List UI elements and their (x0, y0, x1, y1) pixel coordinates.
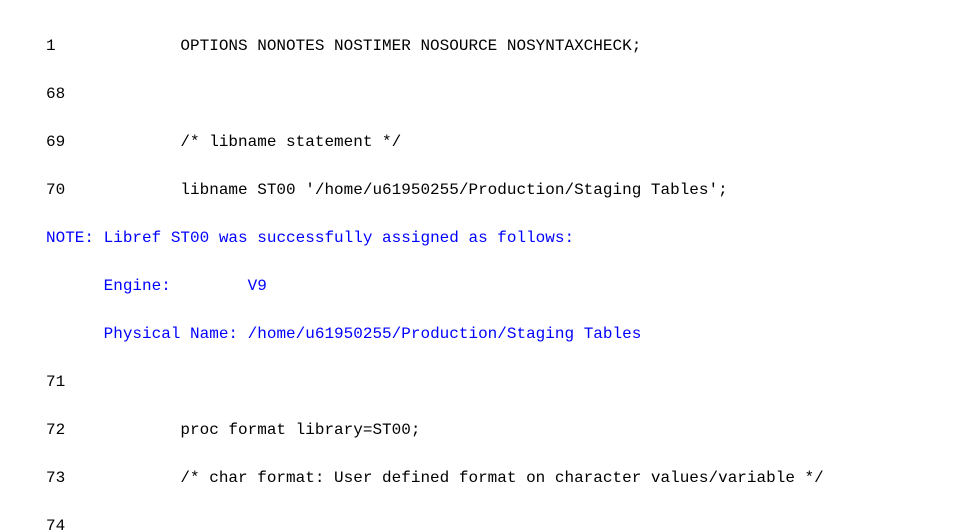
code-text: libname ST00 '/home/u61950255/Production… (94, 181, 728, 199)
note-text: Physical Name: /home/u61950255/Productio… (46, 325, 641, 343)
log-line: 1 OPTIONS NONOTES NOSTIMER NOSOURCE NOSY… (0, 34, 971, 58)
sas-log: 1 OPTIONS NONOTES NOSTIMER NOSOURCE NOSY… (0, 0, 971, 530)
note-text: Engine: V9 (46, 277, 267, 295)
log-line: 70 libname ST00 '/home/u61950255/Product… (0, 178, 971, 202)
log-line: NOTE: Libref ST00 was successfully assig… (0, 226, 971, 250)
line-number: 68 (46, 82, 94, 106)
line-number: 70 (46, 178, 94, 202)
code-text: OPTIONS NONOTES NOSTIMER NOSOURCE NOSYNT… (94, 37, 641, 55)
line-number: 71 (46, 370, 94, 394)
log-line: 69 /* libname statement */ (0, 130, 971, 154)
log-line: Engine: V9 (0, 274, 971, 298)
code-text (94, 373, 180, 391)
line-number: 72 (46, 418, 94, 442)
log-line: 72 proc format library=ST00; (0, 418, 971, 442)
log-line: 71 (0, 370, 971, 394)
code-text (94, 85, 180, 103)
line-number: 73 (46, 466, 94, 490)
log-line: 68 (0, 82, 971, 106)
line-number: 74 (46, 514, 94, 530)
line-number: 1 (46, 34, 94, 58)
code-text (94, 517, 180, 530)
note-text: NOTE: Libref ST00 was successfully assig… (46, 229, 574, 247)
log-line: 74 (0, 514, 971, 530)
log-line: 73 /* char format: User defined format o… (0, 466, 971, 490)
code-text: /* char format: User defined format on c… (94, 469, 824, 487)
log-line: Physical Name: /home/u61950255/Productio… (0, 322, 971, 346)
code-text: /* libname statement */ (94, 133, 401, 151)
line-number: 69 (46, 130, 94, 154)
code-text: proc format library=ST00; (94, 421, 420, 439)
